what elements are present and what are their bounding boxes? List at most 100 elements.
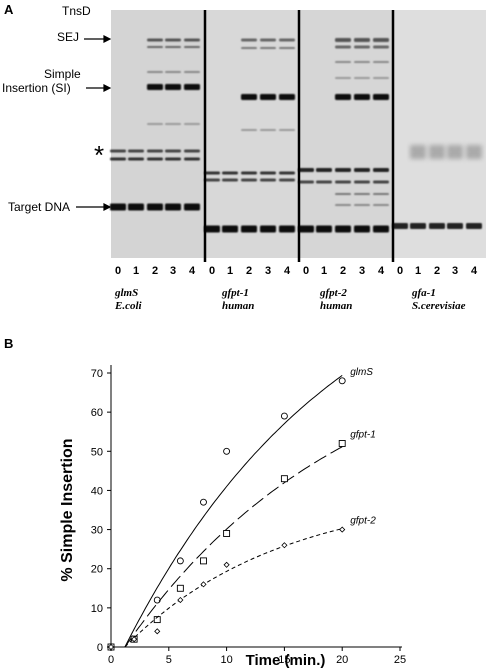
lane-number: 2 <box>339 265 347 277</box>
gel-band <box>335 180 351 184</box>
nonspecific-band-star: * <box>94 140 105 170</box>
panel-b-letter: B <box>4 336 14 351</box>
data-point-gfpt-2 <box>281 542 288 549</box>
gel-band <box>335 38 351 42</box>
gel-band <box>147 84 163 90</box>
gel-band <box>392 223 408 229</box>
gel-2 <box>204 10 298 258</box>
gel-band <box>335 94 351 100</box>
data-point-glmS <box>176 557 184 565</box>
gel-band <box>147 123 163 125</box>
gel-band <box>165 71 181 73</box>
gel-band <box>165 84 181 90</box>
lane-number: 0 <box>302 265 310 277</box>
gel-band <box>335 193 351 195</box>
data-point-gfpt-1 <box>338 440 346 447</box>
gel-band <box>335 225 351 233</box>
gel-band <box>184 84 200 90</box>
gel-band <box>147 38 163 42</box>
gel-band <box>447 145 463 159</box>
gel-band <box>354 38 370 42</box>
gel-band <box>354 193 370 195</box>
gel-band <box>279 47 295 49</box>
gel-band <box>354 225 370 233</box>
gel-3 <box>298 10 392 258</box>
lane-number: 4 <box>377 265 385 277</box>
data-point-gfpt-2 <box>339 526 346 533</box>
gel-band <box>354 77 370 79</box>
x-axis-label: Time (min.) <box>246 652 326 668</box>
gel-band <box>447 223 463 229</box>
gel-band <box>335 204 351 206</box>
x-tick-label: 5 <box>166 654 172 666</box>
gel-band <box>147 149 163 153</box>
gel-2-caption-organism: human <box>222 300 255 312</box>
gel-band <box>241 129 257 131</box>
gel-band <box>373 94 389 100</box>
data-point-gfpt-1 <box>200 557 207 565</box>
data-point-glmS <box>153 596 161 604</box>
y-tick-label: 0 <box>97 642 103 654</box>
series-label-glmS: glmS <box>350 367 373 378</box>
gel-band <box>373 193 389 195</box>
lane-number: 3 <box>451 265 459 277</box>
gel-band <box>241 47 257 49</box>
y-tick-label: 30 <box>91 525 103 537</box>
gel-3-caption-gene: gfpt-2 <box>320 287 347 299</box>
data-point-gfpt-2 <box>131 636 138 643</box>
gel-band <box>241 94 257 100</box>
gel-band <box>260 178 276 182</box>
gel-band <box>110 157 126 161</box>
gel-band <box>165 38 181 42</box>
gel-band <box>147 46 163 48</box>
gel-band <box>241 38 257 42</box>
gel-band <box>260 225 276 233</box>
panel-a-letter: A <box>4 2 14 17</box>
data-point-glmS <box>338 377 346 385</box>
tnsd-label: TnsD <box>62 4 91 18</box>
gel-band <box>298 225 314 233</box>
gel-band <box>147 71 163 73</box>
gel-band <box>222 171 238 175</box>
gel-band <box>279 171 295 175</box>
sej-label: SEJ <box>57 30 80 44</box>
data-point-glmS <box>223 447 231 455</box>
simple-label-line1: Simple <box>44 67 81 81</box>
gel-band <box>260 47 276 49</box>
gel-4 <box>392 10 486 258</box>
x-tick-label: 20 <box>336 654 348 666</box>
lane-number: 4 <box>188 265 196 277</box>
series-line-glmS <box>124 374 343 648</box>
gel-band <box>298 168 314 172</box>
gel-band <box>184 203 200 211</box>
gel-band <box>110 203 126 211</box>
gel-band <box>373 38 389 42</box>
gel-band <box>165 123 181 125</box>
gel-band <box>316 168 332 172</box>
gel-band <box>222 225 238 233</box>
gel-band <box>165 46 181 48</box>
lane-number: 0 <box>208 265 216 277</box>
gel-band <box>279 225 295 233</box>
gel-band <box>241 171 257 175</box>
y-tick-label: 20 <box>91 564 103 576</box>
data-point-glmS <box>200 498 207 506</box>
gel-band <box>429 145 445 159</box>
lane-number: 2 <box>245 265 253 277</box>
gel-band <box>184 46 200 48</box>
gel-band <box>373 77 389 79</box>
gel-band <box>184 149 200 153</box>
series-label-gfpt-2: gfpt-2 <box>350 516 376 527</box>
lane-number: 2 <box>433 265 441 277</box>
gel-band <box>128 149 144 153</box>
gel-band <box>184 157 200 161</box>
gel-band <box>354 61 370 63</box>
gel-band <box>466 223 482 229</box>
gel-band <box>260 171 276 175</box>
gel-band <box>298 180 314 184</box>
gel-band <box>316 225 332 233</box>
gel-4-caption-gene: gfa-1 <box>412 287 436 299</box>
lane-number: 4 <box>470 265 478 277</box>
